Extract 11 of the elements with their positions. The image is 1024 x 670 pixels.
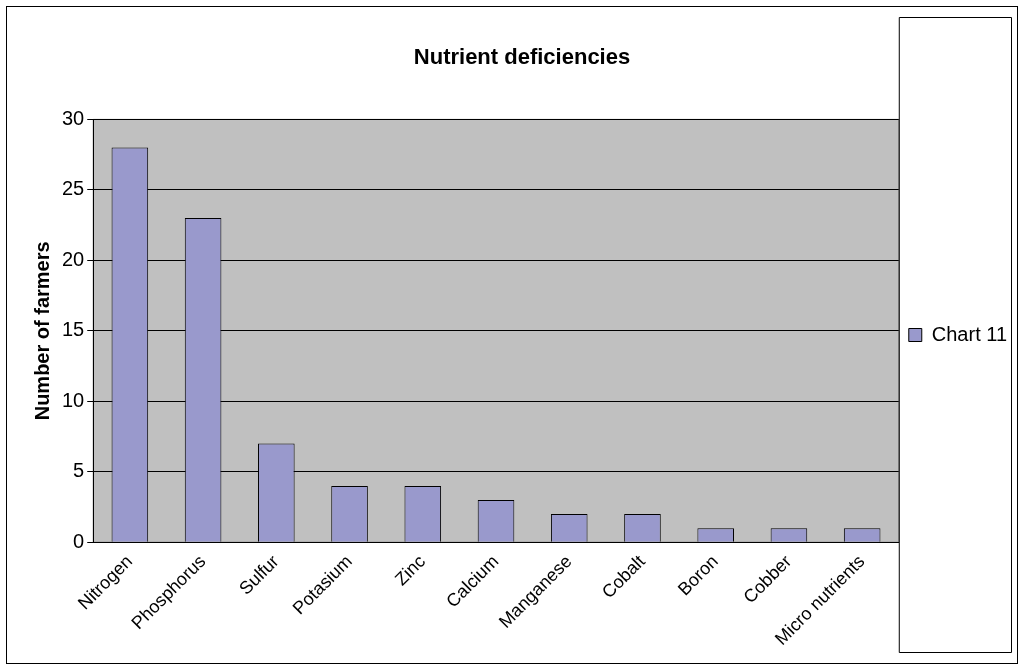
y-tick-label: 0	[73, 529, 85, 552]
y-tick-label: 25	[62, 177, 85, 200]
y-tick-label: 10	[62, 388, 85, 411]
y-tick-label: 20	[62, 247, 85, 270]
y-axis-title: Number of farmers	[30, 241, 53, 421]
y-tick-label: 30	[62, 106, 85, 129]
x-tick-label: Zinc	[390, 551, 430, 590]
chart-title: Nutrient deficiencies	[413, 44, 631, 70]
y-tick-label: 5	[73, 459, 85, 482]
y-tick-label: 15	[62, 318, 85, 341]
legend-label: Chart 11	[931, 322, 1008, 345]
